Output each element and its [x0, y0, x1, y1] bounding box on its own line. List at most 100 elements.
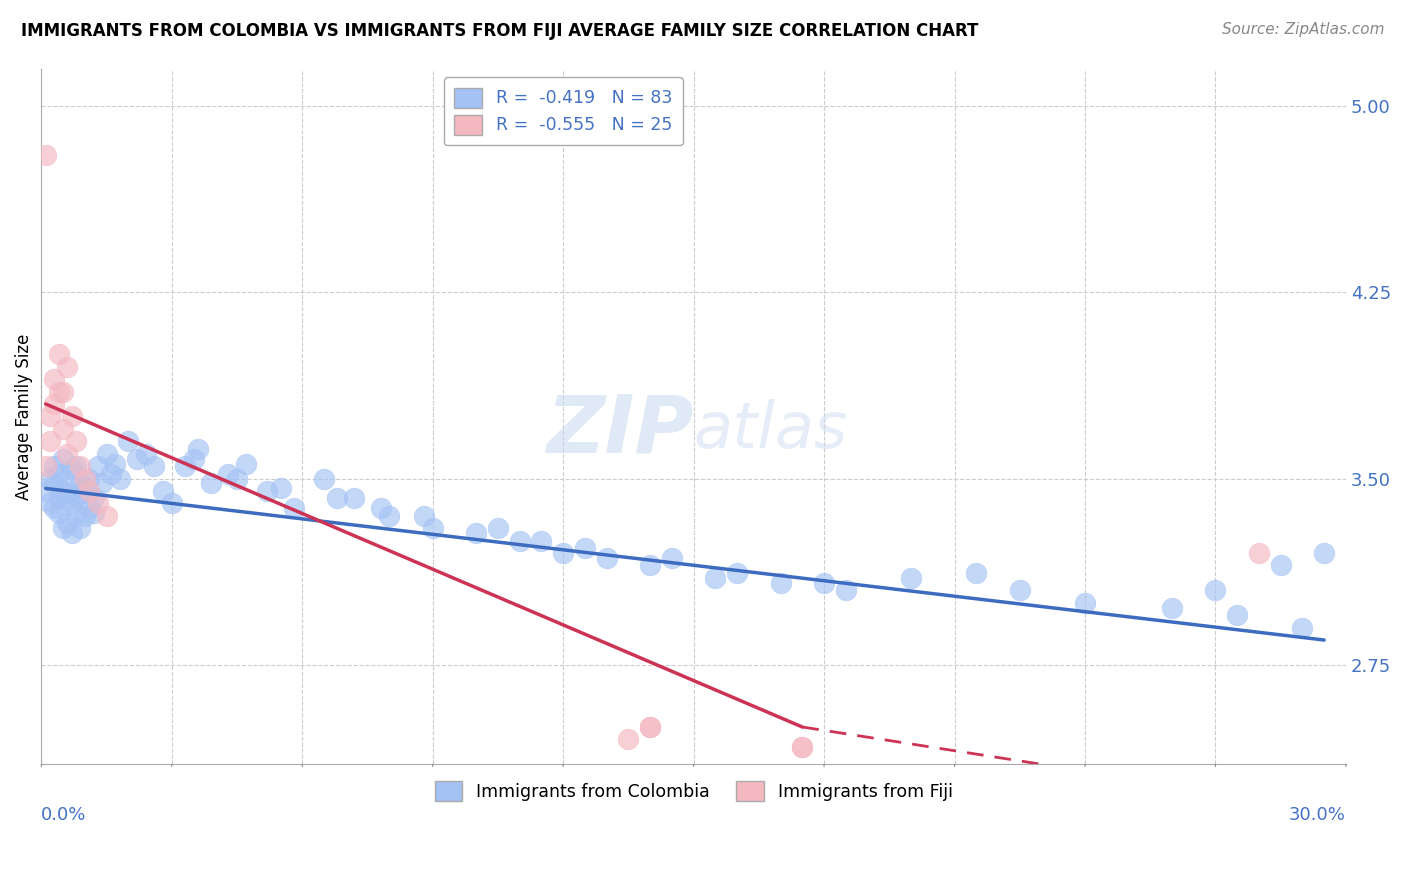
Point: [52, 483, 75, 498]
Point: [56, 486, 79, 500]
Point: [173, 459, 195, 474]
Point: [108, 471, 131, 485]
Point: [65, 434, 87, 449]
Point: [200, 476, 222, 491]
Point: [595, 551, 617, 566]
Point: [56, 359, 79, 374]
Legend: Immigrants from Colombia, Immigrants from Fiji: Immigrants from Colombia, Immigrants fro…: [427, 774, 960, 808]
Point: [52, 451, 75, 466]
Point: [44, 476, 66, 491]
Point: [60, 461, 83, 475]
Point: [125, 451, 148, 466]
Point: [312, 471, 335, 485]
Point: [34, 483, 56, 498]
Point: [77, 471, 100, 485]
Point: [617, 732, 640, 747]
Point: [378, 508, 401, 523]
Point: [152, 483, 174, 498]
Text: 0.0%: 0.0%: [41, 806, 87, 824]
Point: [117, 434, 139, 449]
Point: [39, 471, 62, 485]
Point: [486, 521, 509, 535]
Point: [813, 575, 835, 590]
Point: [56, 516, 79, 531]
Point: [160, 496, 183, 510]
Point: [77, 483, 100, 498]
Point: [87, 459, 110, 474]
Text: IMMIGRANTS FROM COLOMBIA VS IMMIGRANTS FROM FIJI AVERAGE FAMILY SIZE CORRELATION: IMMIGRANTS FROM COLOMBIA VS IMMIGRANTS F…: [21, 22, 979, 40]
Point: [52, 384, 75, 399]
Point: [413, 508, 436, 523]
Point: [1291, 621, 1313, 635]
Point: [1226, 608, 1249, 623]
Point: [143, 459, 166, 474]
Point: [52, 521, 75, 535]
Point: [39, 434, 62, 449]
Point: [1313, 546, 1336, 560]
Text: Source: ZipAtlas.com: Source: ZipAtlas.com: [1222, 22, 1385, 37]
Point: [256, 483, 278, 498]
Point: [60, 526, 83, 541]
Point: [69, 459, 91, 474]
Point: [48, 384, 70, 399]
Point: [69, 521, 91, 535]
Point: [73, 471, 96, 485]
Point: [87, 496, 110, 510]
Point: [235, 457, 257, 471]
Point: [574, 541, 596, 555]
Point: [65, 506, 87, 520]
Point: [638, 720, 661, 734]
Point: [44, 459, 66, 474]
Point: [183, 451, 205, 466]
Point: [1074, 596, 1097, 610]
Point: [65, 491, 87, 506]
Point: [39, 409, 62, 424]
Point: [283, 501, 305, 516]
Point: [900, 571, 922, 585]
Point: [69, 476, 91, 491]
Point: [34, 459, 56, 474]
Point: [48, 506, 70, 520]
Point: [217, 467, 239, 481]
Point: [792, 739, 814, 754]
Point: [69, 486, 91, 500]
Point: [661, 551, 683, 566]
Point: [835, 583, 858, 598]
Point: [56, 447, 79, 461]
Point: [48, 467, 70, 481]
Point: [77, 501, 100, 516]
Point: [638, 558, 661, 573]
Point: [792, 739, 814, 754]
Text: atlas: atlas: [693, 400, 848, 461]
Point: [638, 720, 661, 734]
Point: [65, 459, 87, 474]
Point: [83, 506, 105, 520]
Point: [52, 422, 75, 436]
Text: 30.0%: 30.0%: [1289, 806, 1346, 824]
Point: [44, 397, 66, 411]
Point: [530, 533, 553, 548]
Point: [553, 546, 575, 560]
Point: [60, 496, 83, 510]
Point: [704, 571, 727, 585]
Point: [1161, 600, 1184, 615]
Text: ZIP: ZIP: [547, 392, 693, 469]
Point: [60, 409, 83, 424]
Point: [104, 457, 127, 471]
Point: [509, 533, 531, 548]
Point: [83, 491, 105, 506]
Point: [343, 491, 366, 506]
Point: [135, 447, 157, 461]
Point: [100, 467, 122, 481]
Point: [96, 447, 118, 461]
Point: [34, 148, 56, 162]
Point: [96, 508, 118, 523]
Point: [39, 496, 62, 510]
Point: [465, 526, 488, 541]
Point: [73, 482, 96, 496]
Point: [270, 482, 292, 496]
Point: [965, 566, 987, 580]
Y-axis label: Average Family Size: Average Family Size: [15, 334, 32, 500]
Point: [326, 491, 349, 506]
Point: [48, 347, 70, 361]
